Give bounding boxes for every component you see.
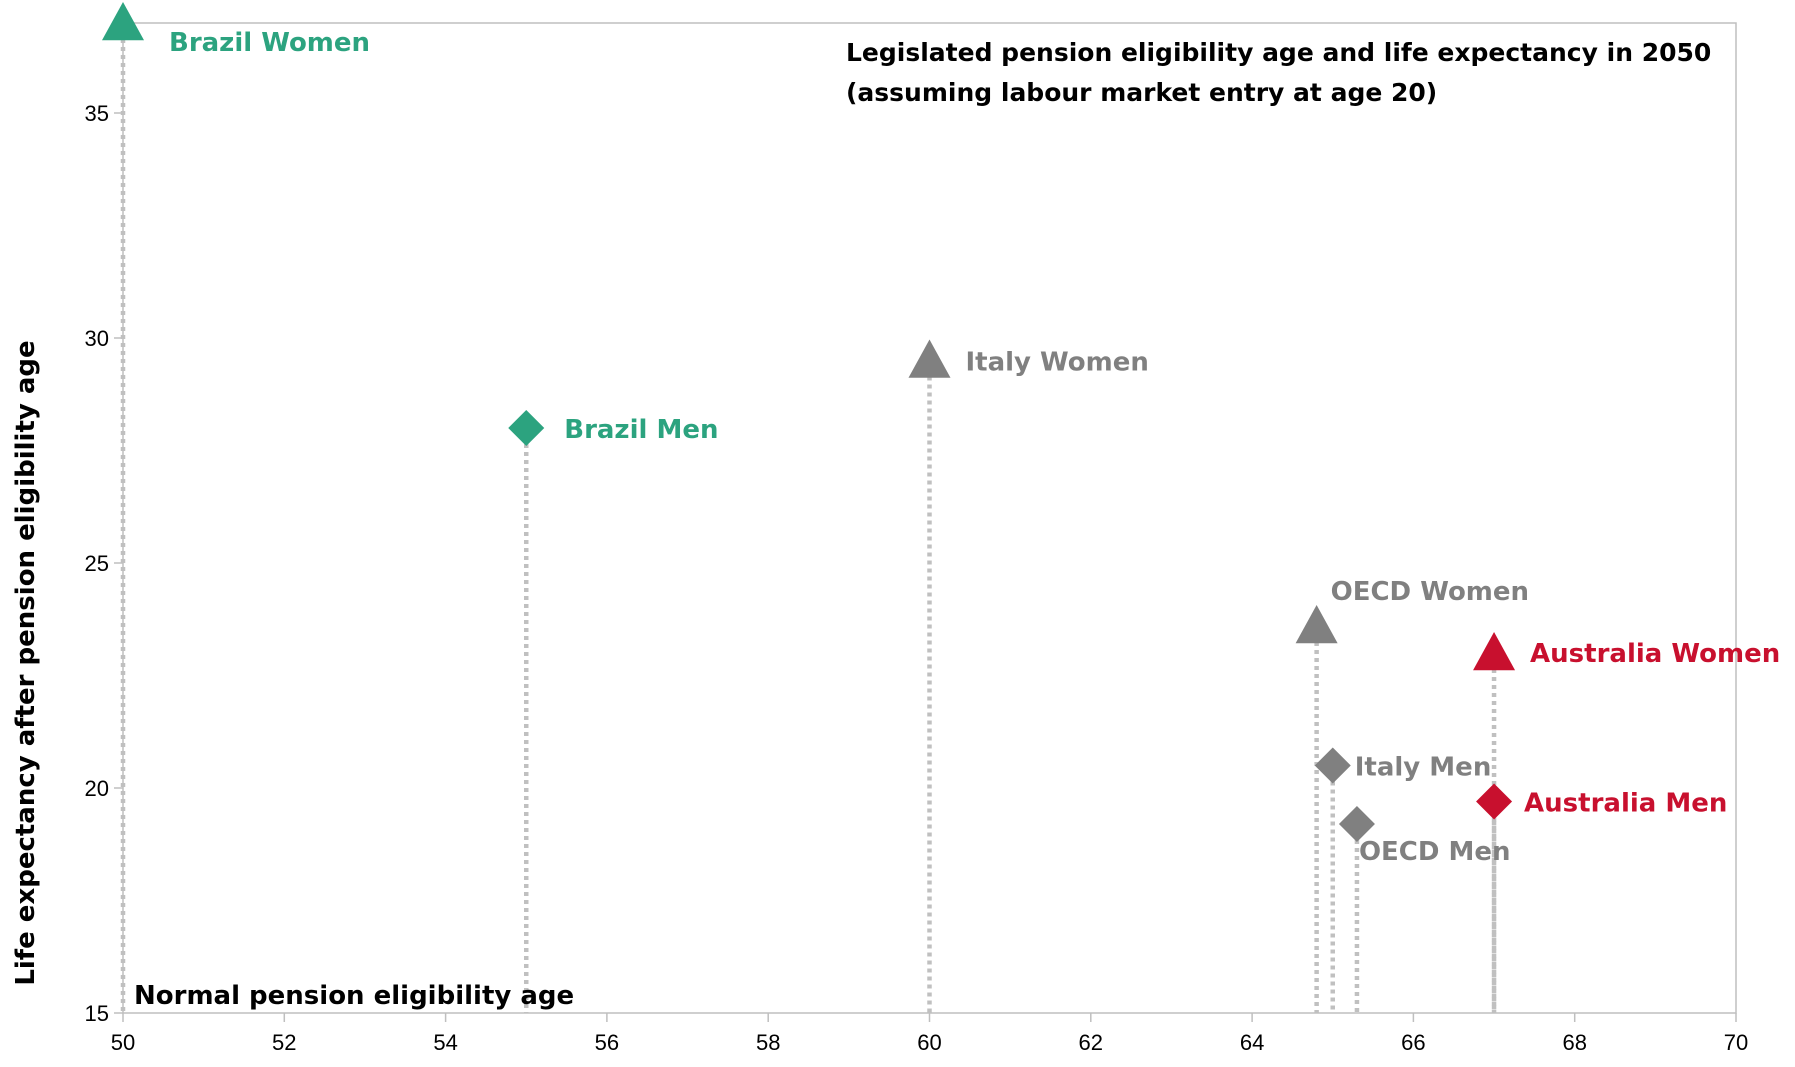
y-tick-label: 20 — [85, 776, 109, 801]
point-label-oecd-men: OECD Men — [1359, 837, 1511, 867]
point-label-brazil-women: Brazil Women — [169, 28, 370, 58]
x-tick-label: 68 — [1562, 1030, 1586, 1055]
x-tick-label: 52 — [272, 1030, 296, 1055]
drop-lines — [120, 23, 1497, 1013]
x-tick-label: 54 — [433, 1030, 457, 1055]
point-label-oecd-women: OECD Women — [1331, 577, 1529, 607]
marker-italy-men — [1314, 747, 1351, 784]
x-axis-title: Normal pension eligibility age — [134, 981, 574, 1011]
x-axis-ticks: 50 52 54 56 58 60 62 64 66 68 70 — [111, 1013, 1748, 1055]
y-tick-label: 15 — [85, 1001, 109, 1026]
chart-title-line-2: (assuming labour market entry at age 20) — [846, 78, 1437, 107]
y-tick-label: 25 — [85, 551, 109, 576]
x-tick-label: 70 — [1724, 1030, 1748, 1055]
x-tick-label: 50 — [111, 1030, 135, 1055]
point-label-australia-men: Australia Men — [1524, 789, 1727, 819]
marker-brazil-men — [508, 410, 545, 446]
marker-oecd-women — [1295, 605, 1338, 644]
chart-title-line-1: Legislated pension eligibility age and l… — [846, 38, 1711, 67]
data-markers — [102, 2, 1516, 842]
point-label-australia-women: Australia Women — [1530, 639, 1780, 669]
point-label-italy-women: Italy Women — [966, 348, 1149, 378]
x-tick-label: 56 — [595, 1030, 619, 1055]
point-label-italy-men: Italy Men — [1355, 753, 1492, 783]
y-tick-label: 35 — [85, 101, 109, 126]
y-axis-ticks: 15 20 25 30 35 — [85, 101, 123, 1026]
y-axis-title: Life expectancy after pension eligibilit… — [11, 340, 41, 985]
data-labels: Brazil Women Brazil Men Italy Women OECD Wo… — [169, 28, 1780, 867]
x-tick-label: 60 — [917, 1030, 941, 1055]
marker-australia-women — [1473, 632, 1516, 671]
x-tick-label: 62 — [1079, 1030, 1103, 1055]
marker-australia-men — [1476, 783, 1513, 820]
marker-italy-women — [908, 339, 951, 378]
x-tick-label: 58 — [756, 1030, 780, 1055]
marker-oecd-men — [1338, 806, 1375, 842]
x-tick-label: 66 — [1401, 1030, 1425, 1055]
y-tick-label: 30 — [85, 326, 109, 351]
x-tick-label: 64 — [1240, 1030, 1264, 1055]
plot-area — [122, 22, 1737, 1014]
marker-brazil-women — [102, 2, 144, 41]
point-label-brazil-men: Brazil Men — [564, 415, 718, 445]
